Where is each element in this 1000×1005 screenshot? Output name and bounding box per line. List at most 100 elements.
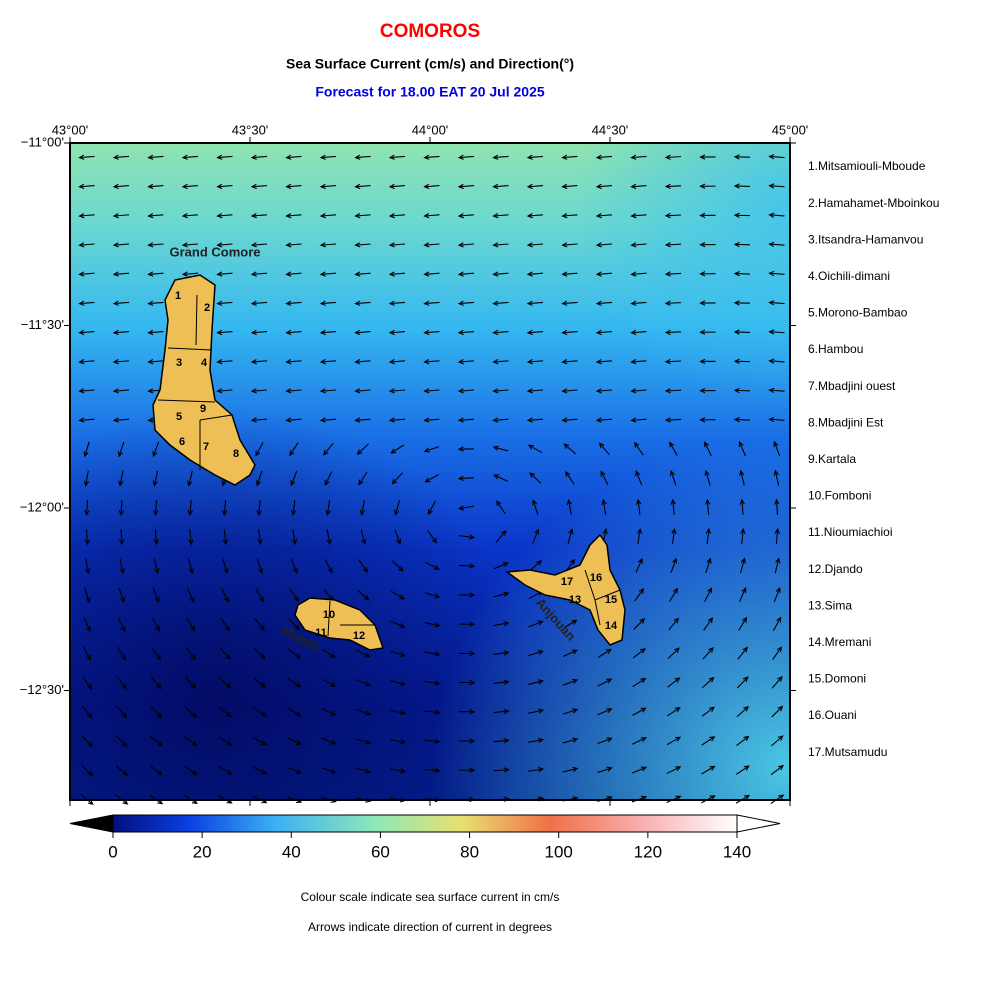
arrow xyxy=(768,416,785,423)
colorbar-label: 60 xyxy=(371,842,390,861)
arrow xyxy=(699,329,716,335)
arrow xyxy=(391,472,404,485)
district-number: 1 xyxy=(175,290,181,302)
arrow xyxy=(112,242,130,248)
arrow xyxy=(705,557,712,574)
arrow xyxy=(736,735,750,746)
arrow xyxy=(526,212,544,219)
arrow xyxy=(561,154,578,160)
border xyxy=(327,600,375,637)
arrow xyxy=(458,709,476,715)
arrow xyxy=(394,529,402,545)
arrow xyxy=(82,676,92,690)
arrow xyxy=(115,735,128,748)
arrow xyxy=(493,474,509,482)
legend-item: 7.Mbadjini ouest xyxy=(808,379,896,393)
arrow xyxy=(630,154,647,160)
legend-item: 14.Mremani xyxy=(808,635,871,649)
arrow xyxy=(595,417,613,423)
arrow xyxy=(740,527,746,545)
arrow xyxy=(597,708,613,716)
arrow xyxy=(250,271,268,277)
arrow xyxy=(394,500,401,516)
arrow xyxy=(181,154,199,160)
arrow xyxy=(354,154,371,160)
legend-item: 10.Fomboni xyxy=(808,489,871,503)
arrow xyxy=(388,242,406,248)
arrow xyxy=(116,705,128,719)
arrow xyxy=(354,212,371,219)
arrow xyxy=(664,358,682,365)
arrow xyxy=(216,183,233,190)
arrow xyxy=(699,417,716,423)
arrow xyxy=(83,470,90,487)
colorbar-label: 100 xyxy=(545,842,573,861)
legend-item: 17.Mutsamudu xyxy=(808,745,887,759)
arrow xyxy=(78,154,95,160)
arrow xyxy=(390,738,407,745)
arrow xyxy=(738,440,746,457)
arrow xyxy=(150,706,163,719)
arrow xyxy=(699,358,716,365)
arrow xyxy=(595,212,613,219)
arrow xyxy=(630,212,647,219)
arrow xyxy=(152,470,159,487)
arrow xyxy=(185,647,196,661)
arrow xyxy=(633,618,646,630)
arrow xyxy=(733,212,751,218)
district-number: 6 xyxy=(179,436,185,448)
arrow xyxy=(424,767,441,774)
arrow xyxy=(771,705,784,718)
arrow xyxy=(733,183,751,189)
arrow xyxy=(492,388,509,394)
arrow xyxy=(388,183,406,190)
arrow xyxy=(424,651,441,657)
arrow xyxy=(458,592,476,598)
arrow xyxy=(81,705,93,719)
arrow xyxy=(597,648,612,658)
arrow xyxy=(388,212,406,219)
arrow xyxy=(147,154,164,160)
arrow xyxy=(321,708,337,716)
arrow xyxy=(630,358,647,365)
arrow xyxy=(112,300,130,306)
arrow xyxy=(424,680,441,686)
arrow xyxy=(562,737,579,744)
arrow xyxy=(355,708,372,716)
arrow xyxy=(321,648,336,659)
arrow xyxy=(218,765,233,775)
arrow xyxy=(630,300,647,306)
arrow xyxy=(356,443,369,455)
arrow xyxy=(188,529,194,546)
arrow xyxy=(566,498,573,515)
arrow xyxy=(118,499,124,517)
arrow xyxy=(733,271,751,277)
arrow xyxy=(526,329,544,336)
arrow xyxy=(699,212,716,219)
arrow xyxy=(532,528,540,544)
arrow xyxy=(561,388,578,394)
arrow xyxy=(81,764,94,777)
arrow xyxy=(78,358,95,365)
arrow xyxy=(285,358,302,365)
arrow xyxy=(458,650,476,657)
arrow xyxy=(424,622,441,628)
arrow xyxy=(701,706,715,717)
arrow xyxy=(567,528,574,544)
arrow xyxy=(83,617,91,633)
arrow xyxy=(288,618,301,631)
arrow xyxy=(492,445,509,452)
arrow xyxy=(250,388,268,394)
arrow xyxy=(390,620,406,628)
legend-item: 3.Itsandra-Hamanvou xyxy=(808,232,923,246)
arrow xyxy=(635,470,643,486)
colorbar-label: 120 xyxy=(634,842,662,861)
arrow xyxy=(184,706,198,718)
arrow xyxy=(84,587,91,604)
arrow xyxy=(118,587,126,604)
arrow xyxy=(771,675,783,689)
arrow xyxy=(595,242,613,248)
arrow xyxy=(354,242,371,248)
arrow xyxy=(152,441,160,458)
arrow xyxy=(78,212,95,219)
